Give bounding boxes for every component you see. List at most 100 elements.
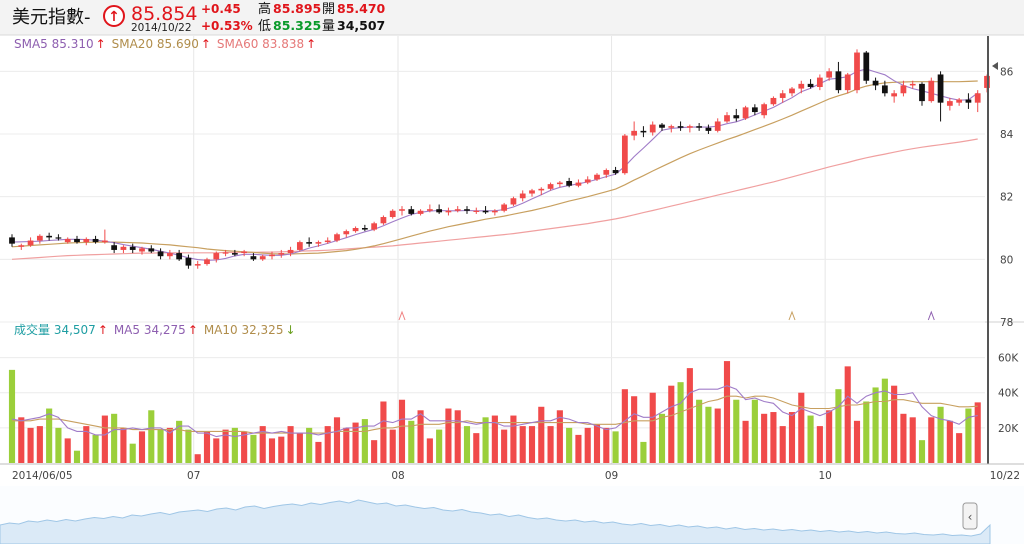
volume-bar <box>389 429 396 463</box>
date-tick-label: 07 <box>187 470 200 482</box>
candle <box>482 206 489 214</box>
volume-bar <box>473 433 480 463</box>
volume-bar <box>213 438 220 463</box>
volume-ma5-line <box>11 385 978 438</box>
volume-bar <box>612 431 619 463</box>
candle <box>686 124 693 133</box>
candle <box>566 177 573 188</box>
candle <box>27 237 34 247</box>
navigator-handle[interactable] <box>962 502 978 530</box>
candle <box>844 72 851 94</box>
volume-bar <box>222 429 229 463</box>
candle <box>974 90 981 113</box>
volume-bar <box>398 399 406 463</box>
volume-bar <box>8 369 16 463</box>
volume-bar <box>352 422 359 463</box>
legend-item: MA5 34,275 <box>114 323 186 337</box>
candle <box>956 97 963 106</box>
volume-bar <box>18 417 25 463</box>
volume-bar <box>241 431 248 463</box>
candle <box>352 226 359 233</box>
volume-bar <box>584 427 591 463</box>
price-tick-label: 78 <box>1000 317 1013 329</box>
candle <box>204 257 210 266</box>
candle <box>724 112 730 124</box>
date-tick-label: 2014/06/05 <box>12 470 73 482</box>
candle <box>18 243 25 250</box>
candle <box>584 176 591 185</box>
navigator[interactable]: ‹ <box>0 486 1024 545</box>
candle <box>278 249 285 258</box>
candle <box>770 96 777 106</box>
candle <box>928 77 935 103</box>
candle <box>185 254 192 269</box>
candle <box>881 80 888 97</box>
volume-bar <box>361 419 368 463</box>
volume-bar <box>83 426 90 463</box>
volume-bar <box>928 417 935 463</box>
volume-bar <box>491 415 498 463</box>
candle <box>705 124 712 134</box>
candle <box>445 207 452 216</box>
candle <box>306 237 313 247</box>
volume-value: 34,507 <box>337 18 385 33</box>
volume-bar <box>371 440 378 463</box>
candle <box>854 49 860 94</box>
volume-bar <box>779 426 786 463</box>
legend-item: MA10 32,325 <box>204 323 284 337</box>
candle <box>510 196 517 207</box>
volume-bar <box>92 434 99 463</box>
candle <box>454 206 461 213</box>
volume-bar <box>185 429 192 463</box>
candle <box>250 253 257 261</box>
volume-bar <box>788 412 796 463</box>
volume-bar <box>621 389 628 463</box>
candle <box>464 206 470 214</box>
volume-bar <box>631 396 638 463</box>
candle <box>436 204 443 214</box>
volume-bar <box>176 420 183 463</box>
volume-bar <box>501 429 508 463</box>
legend-item: 成交量 34,507 <box>14 322 96 337</box>
candle <box>946 97 953 111</box>
open-label: 開 <box>322 2 335 17</box>
navigator-handle-icon[interactable]: ‹ <box>968 510 973 524</box>
volume-bar <box>835 389 842 463</box>
volume-bar <box>315 441 322 463</box>
volume-bar <box>649 392 656 463</box>
volume-bar <box>798 392 805 463</box>
sma60-line <box>11 138 978 260</box>
volume-bar <box>64 438 71 463</box>
volume-bar <box>816 426 823 463</box>
volume-bar <box>844 366 851 463</box>
up-arrow-icon: ↑ <box>103 5 125 27</box>
volume-bar <box>826 410 833 463</box>
signal-marker <box>788 310 796 321</box>
instrument-title: 美元指數- <box>12 7 91 28</box>
header-bar <box>0 0 1024 35</box>
volume-tick-label: 20K <box>998 423 1019 435</box>
candle <box>529 188 535 197</box>
volume-bar <box>333 417 341 463</box>
candle <box>501 202 508 213</box>
candle <box>640 126 647 138</box>
price-tick-label: 84 <box>1000 129 1014 141</box>
legend-arrow-icon: ↑ <box>201 37 211 51</box>
sma20-line <box>11 80 978 255</box>
volume-bar <box>705 406 712 463</box>
volume-bar <box>891 385 898 463</box>
volume-bar <box>900 413 907 463</box>
price-change-pct: +0.53% <box>201 19 253 33</box>
candle <box>937 71 944 122</box>
volume-bar <box>27 427 34 463</box>
volume-bar <box>157 429 164 463</box>
candle <box>872 77 879 91</box>
volume-bar <box>46 408 53 463</box>
volume-bar <box>408 420 415 463</box>
volume-bar <box>686 368 693 463</box>
navigator-area <box>0 499 991 545</box>
candle <box>909 80 916 89</box>
candle <box>677 121 684 131</box>
